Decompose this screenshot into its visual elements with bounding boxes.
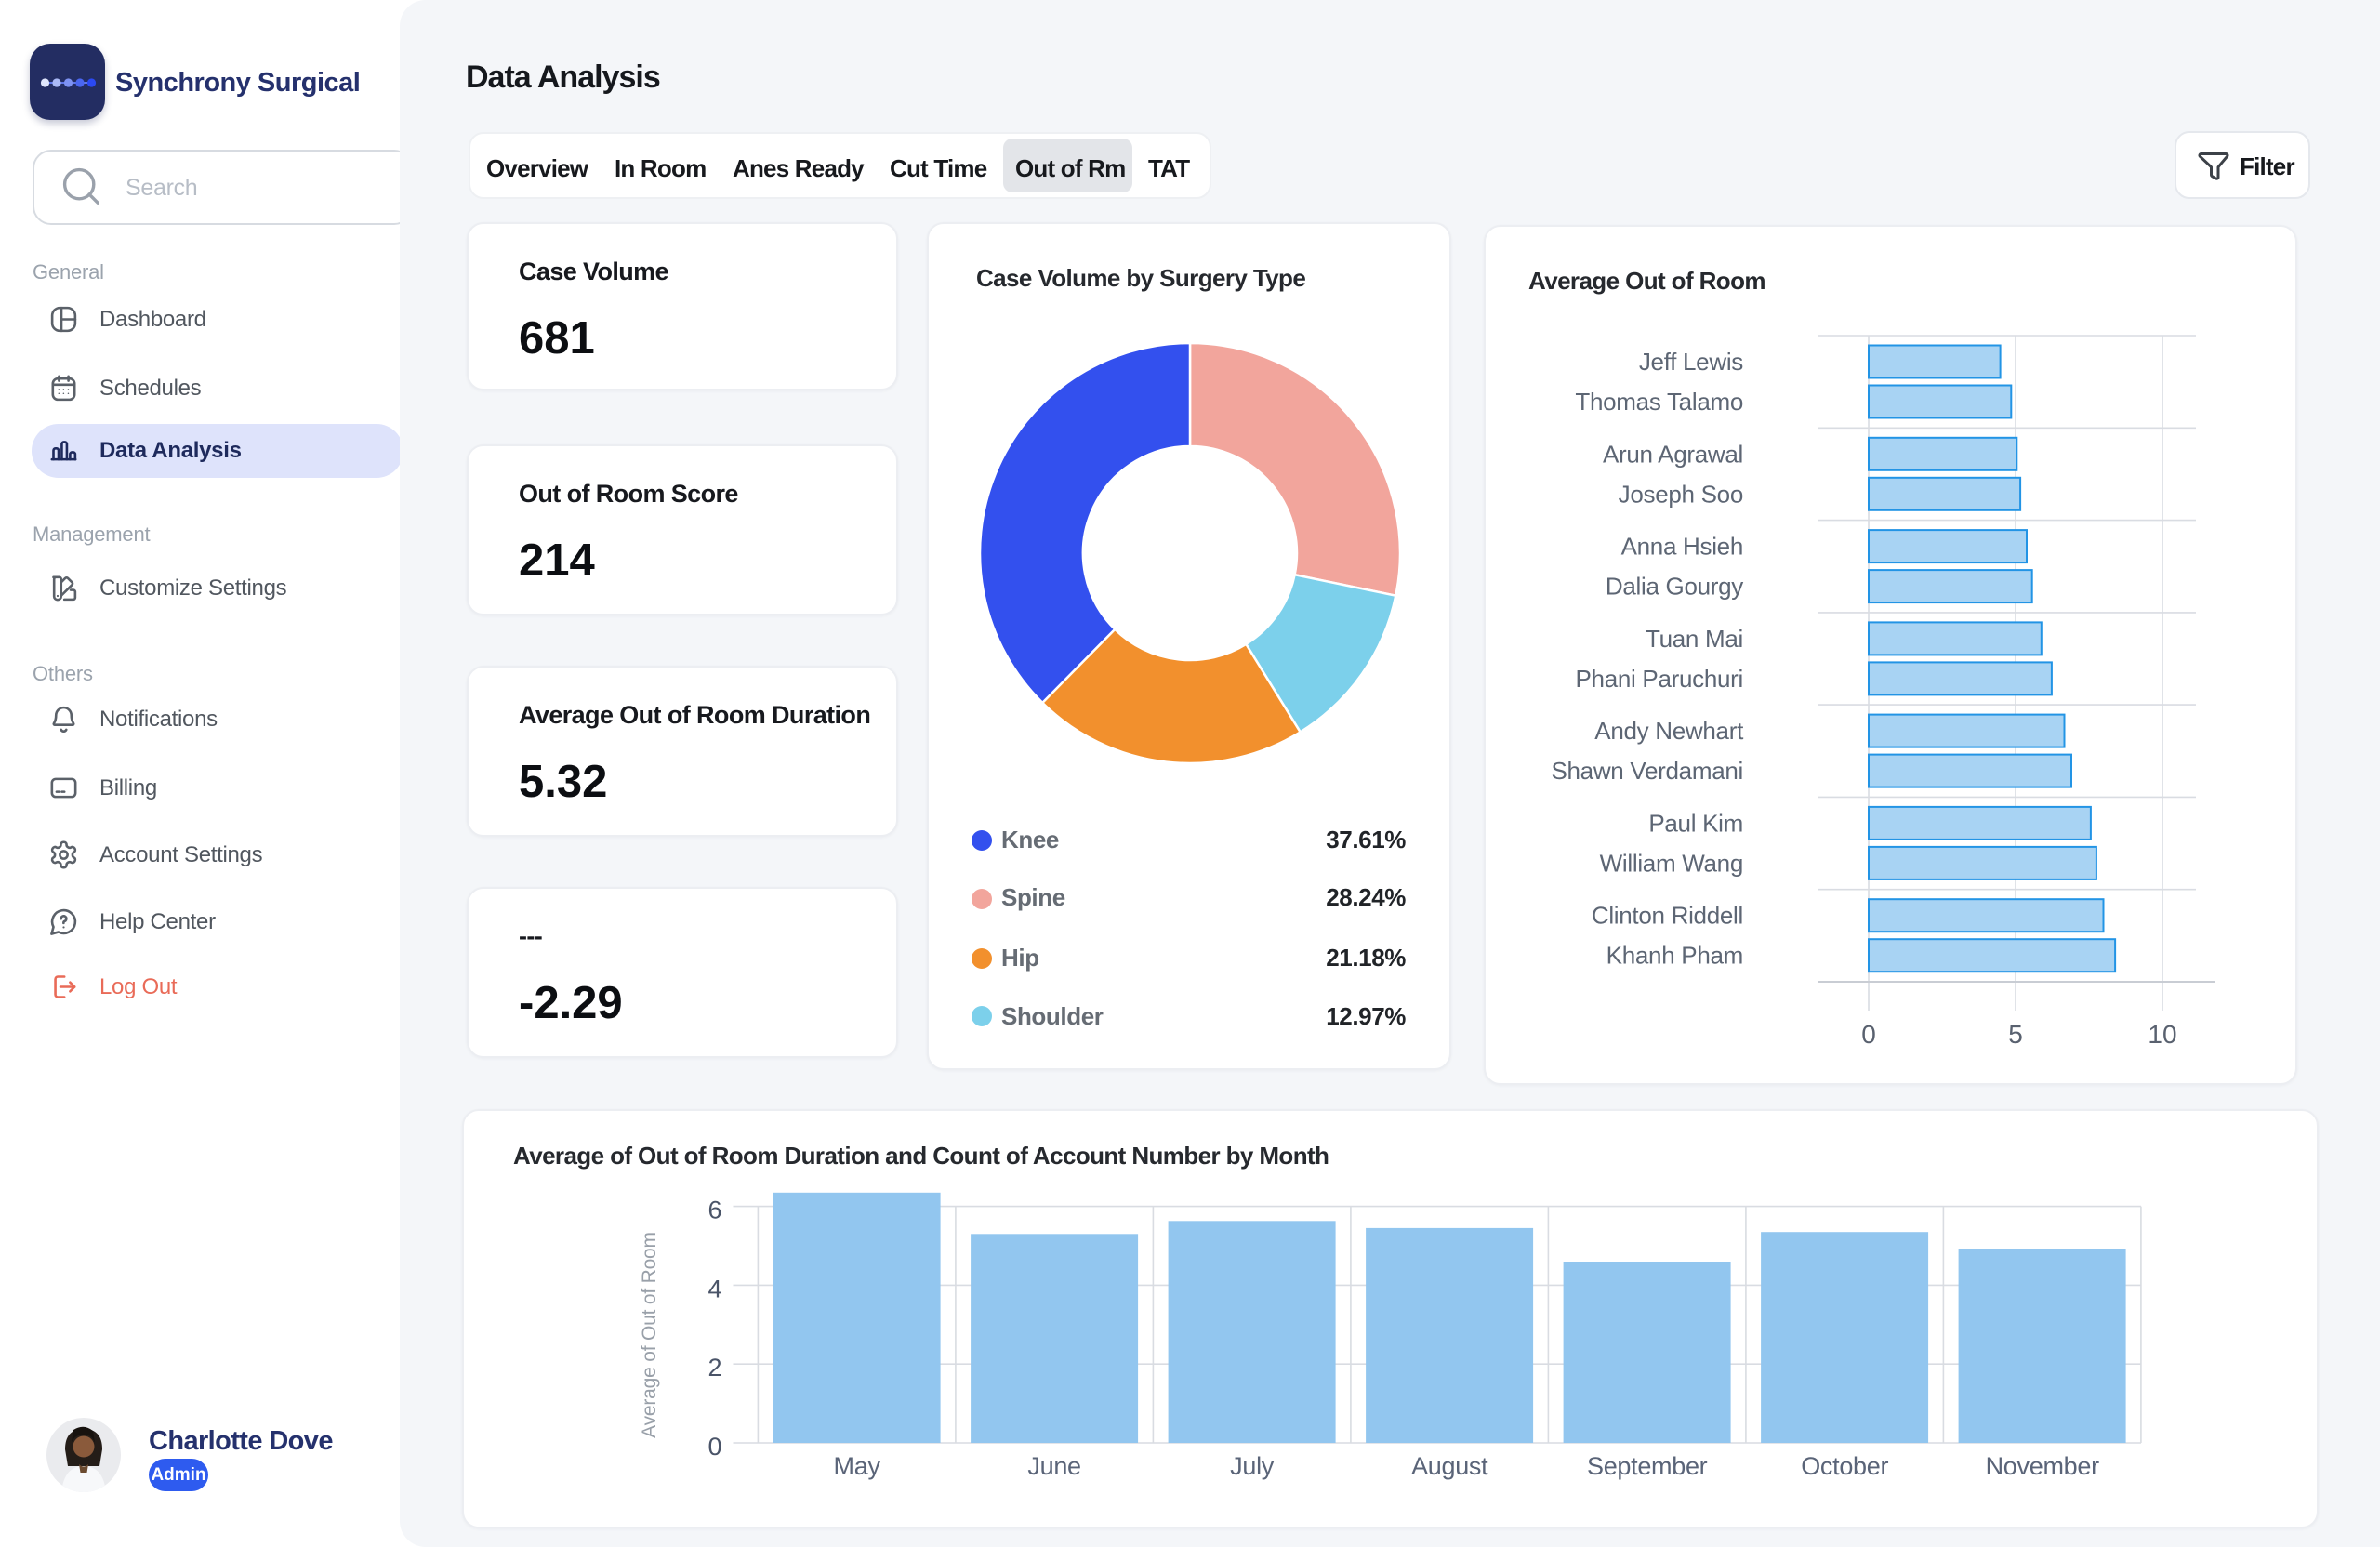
svg-text:November: November [1986,1452,2099,1480]
svg-text:5: 5 [2008,1020,2023,1049]
svg-text:Thomas Talamo: Thomas Talamo [1575,388,1743,416]
svg-text:Jeff Lewis: Jeff Lewis [1639,348,1743,376]
svg-text:4: 4 [707,1275,721,1302]
svg-text:August: August [1411,1452,1488,1480]
svg-text:Phani Paruchuri: Phani Paruchuri [1576,665,1744,693]
svg-text:Andy Newhart: Andy Newhart [1594,717,1744,745]
svg-text:0: 0 [1861,1020,1876,1049]
svg-text:6: 6 [707,1197,721,1224]
svg-text:Average of Out of Room: Average of Out of Room [639,1232,660,1438]
svg-text:Clinton Riddell: Clinton Riddell [1592,902,1743,930]
svg-text:October: October [1801,1452,1888,1480]
svg-text:Joseph Soo: Joseph Soo [1619,480,1743,508]
svg-text:September: September [1587,1452,1708,1480]
svg-text:Paul Kim: Paul Kim [1648,809,1743,837]
svg-text:Khanh Pham: Khanh Pham [1606,942,1743,970]
svg-text:0: 0 [707,1433,721,1461]
svg-text:Dalia Gourgy: Dalia Gourgy [1606,573,1743,601]
svg-text:2: 2 [707,1354,721,1382]
svg-text:July: July [1230,1452,1275,1480]
svg-text:Anna Hsieh: Anna Hsieh [1621,533,1743,561]
svg-text:10: 10 [2148,1020,2176,1049]
svg-text:William Wang: William Wang [1600,849,1743,877]
svg-text:May: May [834,1452,881,1480]
svg-text:Arun Agrawal: Arun Agrawal [1603,440,1743,468]
svg-text:June: June [1027,1452,1080,1480]
svg-text:Tuan Mai: Tuan Mai [1646,625,1743,653]
svg-text:Shawn Verdamani: Shawn Verdamani [1551,757,1743,785]
